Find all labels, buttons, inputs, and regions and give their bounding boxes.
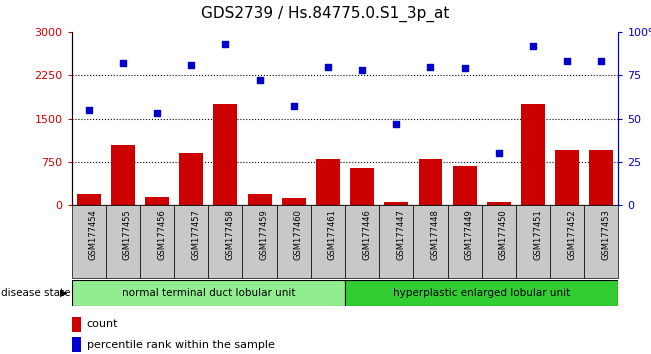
Bar xyxy=(77,194,101,205)
Text: ▶: ▶ xyxy=(60,288,68,298)
Text: GSM177461: GSM177461 xyxy=(328,209,337,260)
Point xyxy=(288,104,299,109)
Bar xyxy=(145,197,169,205)
Bar xyxy=(72,337,81,352)
Point xyxy=(596,58,607,64)
Text: GSM177454: GSM177454 xyxy=(89,209,98,260)
Bar xyxy=(72,317,81,332)
Bar xyxy=(447,205,482,278)
Point xyxy=(460,65,470,71)
Bar xyxy=(345,280,618,306)
Point xyxy=(323,64,333,69)
Text: GSM177449: GSM177449 xyxy=(465,209,474,260)
Text: count: count xyxy=(87,319,118,329)
Bar xyxy=(174,205,208,278)
Bar xyxy=(247,194,271,205)
Text: GSM177453: GSM177453 xyxy=(602,209,611,260)
Text: GSM177448: GSM177448 xyxy=(430,209,439,260)
Bar xyxy=(589,150,613,205)
Text: GSM177459: GSM177459 xyxy=(260,209,269,260)
Bar xyxy=(316,159,340,205)
Bar xyxy=(516,205,550,278)
Bar xyxy=(72,205,105,278)
Point xyxy=(118,60,128,66)
Point xyxy=(186,62,197,68)
Text: GSM177450: GSM177450 xyxy=(499,209,508,260)
Bar xyxy=(179,153,203,205)
Point xyxy=(391,121,402,127)
Bar xyxy=(384,202,408,205)
Bar xyxy=(521,104,545,205)
Bar xyxy=(345,205,379,278)
Text: GSM177452: GSM177452 xyxy=(567,209,576,260)
Bar xyxy=(452,166,477,205)
Bar xyxy=(214,104,238,205)
Text: GSM177447: GSM177447 xyxy=(396,209,406,260)
Bar xyxy=(379,205,413,278)
Bar xyxy=(555,150,579,205)
Text: GSM177455: GSM177455 xyxy=(123,209,132,260)
Bar xyxy=(111,144,135,205)
Bar xyxy=(277,205,311,278)
Bar xyxy=(350,168,374,205)
Point xyxy=(425,64,436,69)
Bar xyxy=(140,205,174,278)
Point xyxy=(357,67,367,73)
Text: normal terminal duct lobular unit: normal terminal duct lobular unit xyxy=(122,288,295,298)
Bar xyxy=(242,205,277,278)
Point xyxy=(528,43,538,48)
Bar xyxy=(282,198,306,205)
Text: GSM177446: GSM177446 xyxy=(362,209,371,260)
Point xyxy=(83,107,94,113)
Text: GSM177451: GSM177451 xyxy=(533,209,542,260)
Text: GDS2739 / Hs.84775.0.S1_3p_at: GDS2739 / Hs.84775.0.S1_3p_at xyxy=(201,5,450,22)
Bar xyxy=(487,202,511,205)
Bar xyxy=(584,205,618,278)
Bar xyxy=(105,205,140,278)
Bar xyxy=(208,205,242,278)
Point xyxy=(255,78,265,83)
Bar xyxy=(482,205,516,278)
Point xyxy=(152,110,162,116)
Bar xyxy=(419,159,443,205)
Point xyxy=(220,41,230,47)
Bar xyxy=(413,205,448,278)
Text: disease state: disease state xyxy=(1,288,71,298)
Text: GSM177458: GSM177458 xyxy=(225,209,234,260)
Text: percentile rank within the sample: percentile rank within the sample xyxy=(87,339,275,350)
Text: GSM177457: GSM177457 xyxy=(191,209,201,260)
Bar xyxy=(311,205,345,278)
Text: hyperplastic enlarged lobular unit: hyperplastic enlarged lobular unit xyxy=(393,288,570,298)
Text: GSM177456: GSM177456 xyxy=(157,209,166,260)
Bar xyxy=(72,280,345,306)
Text: GSM177460: GSM177460 xyxy=(294,209,303,260)
Point xyxy=(562,58,572,64)
Bar xyxy=(550,205,584,278)
Point xyxy=(493,150,504,156)
